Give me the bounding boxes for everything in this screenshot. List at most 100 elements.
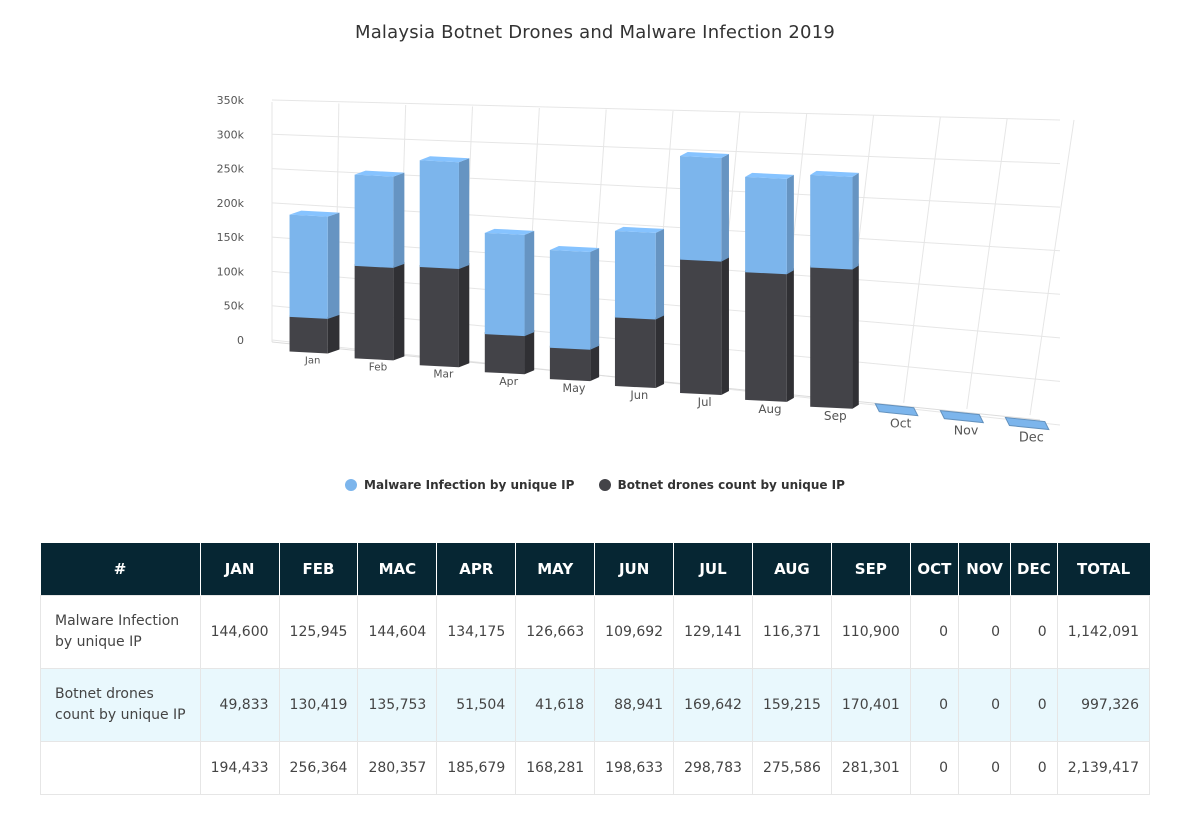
x-tick-label: Feb [369, 362, 388, 374]
bar-front [745, 176, 787, 275]
table-cell: 159,215 [751, 668, 832, 742]
legend-marker-malware [345, 479, 358, 491]
x-axis-ticks: Jan Feb Mar Apr May Jun Jul Aug Sep Oct Nov Dec [304, 356, 1044, 446]
table-header-aug: AUG [752, 543, 832, 596]
bar-malware-mar[interactable] [419, 156, 470, 269]
x-tick-label: Jul [697, 395, 712, 409]
bar-botnet-jan[interactable] [289, 312, 340, 354]
bar-zero [1004, 416, 1050, 431]
table-cell: 275,586 [751, 741, 832, 795]
table-cell: 0 [909, 741, 960, 795]
table-cell: 168,281 [515, 741, 596, 795]
bar-front [419, 264, 459, 368]
bar-botnet-mar[interactable] [419, 262, 470, 368]
table-cell: 281,301 [830, 741, 911, 795]
bar-side [852, 263, 859, 409]
bar-malware-sep[interactable] [810, 170, 859, 270]
bar-botnet-jun[interactable] [614, 313, 665, 389]
bar-front [419, 160, 459, 269]
bar-front [680, 257, 722, 395]
grid-line-h [271, 99, 1061, 121]
legend-item-malware[interactable]: Malware Infection by unique IP [345, 478, 574, 492]
table-cell: 49,833 [199, 668, 280, 742]
x-tick-label: Jan [304, 356, 321, 367]
table-cell: 51,504 [436, 668, 517, 742]
bar-side [524, 230, 535, 337]
bar-malware-nov[interactable] [939, 410, 985, 424]
table-header-nov: NOV [958, 543, 1012, 596]
bar-zero [939, 410, 985, 424]
table-row: Malware Infection by unique IP 144,600 125… [40, 595, 1151, 669]
table-header-total: TOTAL [1057, 543, 1150, 596]
table-cell: 198,633 [594, 741, 675, 795]
bar-botnet-jul[interactable] [680, 255, 729, 395]
bar-malware-dec[interactable] [1004, 416, 1050, 431]
legend: Malware Infection by unique IP Botnet dr… [0, 478, 1190, 494]
bar-malware-feb[interactable] [354, 170, 405, 268]
table-cell: 144,604 [357, 595, 438, 669]
bar-malware-jun[interactable] [614, 226, 665, 320]
bar-malware-may[interactable] [549, 246, 600, 350]
bar-front [289, 314, 328, 354]
bar-front [614, 315, 656, 389]
table-cell: 110,900 [830, 595, 911, 669]
x-tick-label: May [563, 382, 586, 395]
grid-line-v [1029, 119, 1075, 416]
table-cell: 0 [1010, 741, 1058, 795]
bar-side [590, 248, 600, 350]
bar-botnet-apr[interactable] [484, 330, 535, 375]
bar-malware-apr[interactable] [484, 228, 535, 337]
y-tick-label: 150k [217, 231, 245, 244]
legend-item-botnet[interactable]: Botnet drones count by unique IP [598, 478, 845, 492]
bar-top [614, 226, 665, 233]
x-tick-label: Mar [433, 369, 454, 381]
bar-side [524, 330, 535, 375]
table-cell: 194,433 [199, 741, 280, 795]
table-cell: 88,941 [594, 668, 675, 742]
table-cell: 129,141 [673, 595, 753, 669]
bar-top [810, 170, 859, 177]
table-row-label: Botnet drones count by unique IP [40, 668, 201, 742]
table-cell: 0 [1010, 668, 1058, 742]
table-header-jul: JUL [673, 543, 753, 596]
table-cell: 135,753 [357, 668, 438, 742]
table-header-feb: FEB [279, 543, 359, 596]
bar-side [721, 154, 729, 262]
bar-malware-jan[interactable] [289, 210, 340, 319]
bar-front [745, 270, 787, 402]
x-tick-label: Nov [954, 422, 979, 437]
table-header-oct: OCT [910, 543, 960, 596]
table-row-label [40, 741, 201, 795]
bar-malware-jul[interactable] [680, 152, 729, 262]
table-header-dec: DEC [1010, 543, 1058, 596]
table-cell: 134,175 [436, 595, 517, 669]
bar-side [786, 268, 794, 402]
bar-side [590, 343, 600, 382]
table-cell: 130,419 [278, 668, 359, 742]
bar-side [327, 312, 340, 354]
bar-front [810, 265, 853, 409]
bar-front [680, 156, 722, 262]
table-row: 194,433 256,364 280,357 185,679 168,281 198,6… [40, 741, 1151, 795]
table-cell: 0 [958, 595, 1012, 669]
bar-zero [874, 403, 919, 417]
bar-botnet-sep[interactable] [810, 263, 859, 409]
bar-botnet-feb[interactable] [354, 261, 405, 361]
table-cell: 125,945 [278, 595, 359, 669]
bar-malware-aug[interactable] [745, 172, 794, 275]
table-cell: 0 [1010, 595, 1058, 669]
table-header-apr: APR [436, 543, 517, 596]
table-cell: 109,692 [594, 595, 675, 669]
bar-botnet-may[interactable] [549, 343, 600, 382]
bar-top [680, 152, 729, 159]
y-tick-label: 250k [217, 163, 245, 176]
bar-malware-oct[interactable] [874, 403, 919, 417]
table-cell: 0 [909, 595, 960, 669]
bar-side [393, 261, 405, 361]
chart-title: Malaysia Botnet Drones and Malware Infec… [354, 22, 836, 43]
bar-botnet-aug[interactable] [745, 268, 794, 402]
bar-front [484, 332, 525, 375]
grid-line-v [903, 116, 941, 403]
x-tick-label: Sep [824, 409, 847, 423]
y-tick-label: 0 [237, 334, 244, 347]
